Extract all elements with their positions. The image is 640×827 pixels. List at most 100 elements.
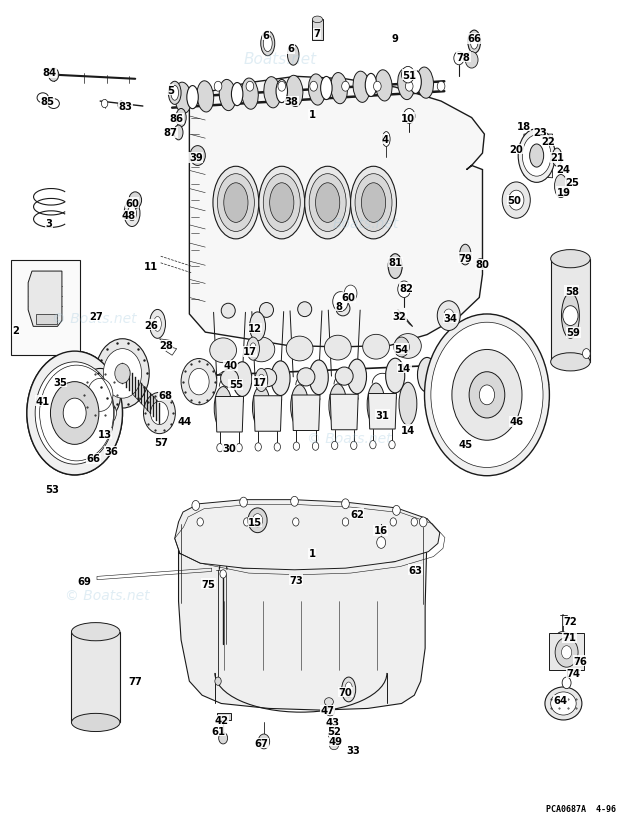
Ellipse shape — [250, 313, 266, 342]
Ellipse shape — [96, 397, 121, 430]
Ellipse shape — [353, 72, 370, 103]
Ellipse shape — [518, 130, 555, 183]
Text: 60: 60 — [342, 293, 356, 304]
Text: 54: 54 — [394, 344, 408, 354]
Text: 45: 45 — [458, 440, 472, 450]
Circle shape — [293, 442, 300, 451]
Ellipse shape — [124, 201, 140, 227]
Text: 68: 68 — [159, 390, 173, 400]
Text: 75: 75 — [202, 579, 216, 589]
Bar — [549, 633, 584, 671]
Ellipse shape — [468, 31, 481, 54]
Text: 87: 87 — [163, 128, 177, 138]
Text: Boats.net: Boats.net — [333, 217, 399, 231]
Circle shape — [197, 519, 204, 527]
Circle shape — [393, 506, 400, 516]
Circle shape — [403, 109, 415, 124]
Bar — [217, 714, 231, 720]
Ellipse shape — [210, 338, 237, 363]
Ellipse shape — [561, 294, 579, 339]
Polygon shape — [369, 394, 396, 429]
Text: 36: 36 — [104, 447, 118, 457]
Text: 12: 12 — [248, 323, 262, 333]
Text: 20: 20 — [509, 145, 523, 155]
Text: 17: 17 — [252, 377, 266, 387]
Circle shape — [401, 67, 414, 84]
Bar — [36, 314, 57, 324]
Ellipse shape — [345, 682, 353, 697]
Ellipse shape — [233, 362, 252, 397]
Text: 70: 70 — [339, 687, 353, 697]
Text: 61: 61 — [211, 726, 225, 736]
Text: 60: 60 — [125, 198, 139, 208]
Circle shape — [189, 369, 209, 395]
Circle shape — [394, 337, 409, 357]
Circle shape — [88, 379, 113, 412]
Text: 39: 39 — [189, 153, 203, 163]
Text: 57: 57 — [154, 437, 168, 447]
Circle shape — [342, 82, 349, 92]
Circle shape — [236, 444, 243, 452]
Ellipse shape — [417, 68, 433, 99]
Bar — [11, 261, 80, 356]
Text: 21: 21 — [550, 153, 564, 163]
Ellipse shape — [324, 698, 333, 706]
Circle shape — [454, 52, 464, 65]
Text: 48: 48 — [122, 211, 136, 221]
Circle shape — [35, 362, 114, 465]
Ellipse shape — [297, 368, 315, 386]
Text: 19: 19 — [556, 188, 570, 198]
Bar — [312, 21, 323, 41]
Circle shape — [344, 286, 357, 302]
Circle shape — [563, 306, 578, 326]
Polygon shape — [330, 394, 358, 430]
Circle shape — [342, 500, 349, 509]
Ellipse shape — [309, 361, 328, 395]
Text: 17: 17 — [243, 347, 257, 356]
Text: © Boats.net: © Boats.net — [52, 312, 137, 326]
Text: 32: 32 — [393, 311, 406, 321]
Ellipse shape — [287, 45, 299, 66]
Text: PCA0687A  4-96: PCA0687A 4-96 — [547, 805, 616, 813]
Circle shape — [258, 734, 269, 749]
Circle shape — [27, 351, 122, 476]
Ellipse shape — [241, 79, 259, 110]
Text: 81: 81 — [388, 258, 403, 268]
Text: 23: 23 — [533, 128, 547, 138]
Ellipse shape — [342, 677, 356, 702]
Ellipse shape — [221, 370, 239, 388]
Ellipse shape — [255, 369, 268, 392]
Ellipse shape — [252, 386, 270, 429]
Circle shape — [217, 444, 223, 452]
Text: 33: 33 — [346, 745, 360, 755]
Circle shape — [419, 518, 427, 528]
Text: 14: 14 — [397, 363, 412, 373]
Ellipse shape — [545, 687, 582, 720]
Text: 78: 78 — [456, 52, 470, 62]
Text: 72: 72 — [563, 616, 577, 626]
Ellipse shape — [394, 334, 421, 359]
Text: 64: 64 — [554, 696, 568, 705]
Text: 14: 14 — [401, 425, 415, 435]
Circle shape — [103, 349, 141, 399]
Text: 83: 83 — [118, 102, 132, 112]
Text: 51: 51 — [402, 70, 416, 80]
Text: 71: 71 — [563, 633, 577, 643]
Text: 6: 6 — [262, 31, 269, 41]
Text: 27: 27 — [89, 311, 102, 321]
Ellipse shape — [168, 82, 181, 105]
Polygon shape — [524, 135, 552, 179]
Ellipse shape — [218, 174, 254, 232]
Text: 69: 69 — [77, 576, 91, 586]
Text: 66: 66 — [87, 454, 100, 464]
Circle shape — [424, 314, 549, 476]
Bar — [550, 260, 590, 362]
Text: 18: 18 — [517, 122, 531, 131]
Ellipse shape — [367, 384, 385, 427]
Polygon shape — [253, 396, 282, 432]
Ellipse shape — [355, 174, 392, 232]
Text: 49: 49 — [329, 736, 343, 746]
Ellipse shape — [331, 74, 348, 104]
Ellipse shape — [554, 175, 567, 198]
Circle shape — [190, 146, 205, 166]
